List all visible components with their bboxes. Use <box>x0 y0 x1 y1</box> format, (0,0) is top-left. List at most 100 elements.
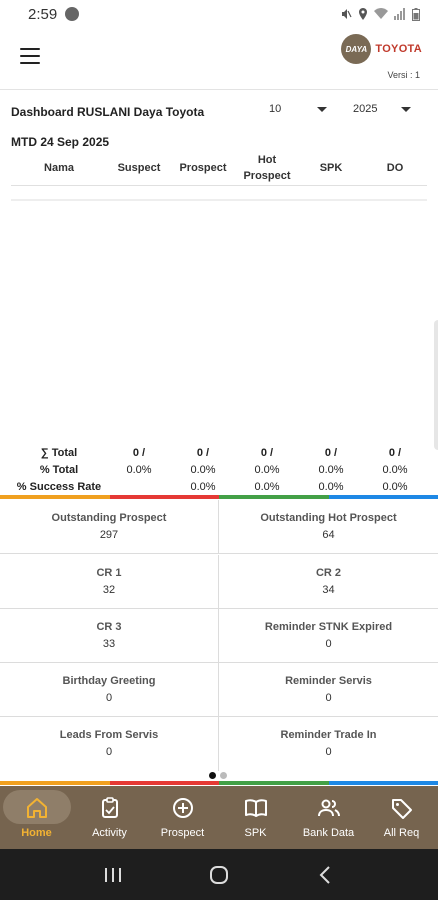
brand-logo: DAYA TOYOTA <box>341 34 422 64</box>
percent-total-hot-prospect: 0.0% <box>254 464 280 476</box>
battery-icon <box>412 7 420 21</box>
signal-icon <box>394 8 405 20</box>
percent-total-prospect: 0.0% <box>190 464 216 476</box>
success-rate-hot-prospect: 0.0% <box>254 481 280 493</box>
page-dot-active[interactable] <box>209 772 216 779</box>
tile-reminder-stnk-expired[interactable]: Reminder STNK Expired 0 <box>219 609 438 663</box>
tile-value: 0 <box>325 638 332 650</box>
tile-value: 0 <box>105 746 113 758</box>
tile-label: Outstanding Prospect <box>51 512 167 524</box>
percent-total-suspect: 0.0% <box>126 464 152 476</box>
tile-reminder-trade-in[interactable]: Reminder Trade In 0 <box>219 717 438 771</box>
tile-label: Leads From Servis <box>59 729 159 741</box>
nav-prospect[interactable]: Prospect <box>146 786 219 849</box>
column-header-hot-prospect: Hot Prospect <box>243 154 291 182</box>
tile-label: Reminder Trade In <box>280 729 377 741</box>
wifi-icon <box>374 8 388 19</box>
column-header-prospect: Prospect <box>179 162 227 174</box>
success-rate-do: 0.0% <box>382 481 408 493</box>
nav-bank-data[interactable]: Bank Data <box>292 786 365 849</box>
month-select-value: 10 <box>269 103 282 115</box>
status-bar: 2:59 <box>0 0 438 28</box>
color-divider-top <box>0 495 438 499</box>
brand-name: TOYOTA <box>375 43 422 55</box>
tile-value: 64 <box>322 529 335 541</box>
tile-label: Outstanding Hot Prospect <box>260 512 397 524</box>
total-prospect: 0 / <box>196 447 210 459</box>
tile-label: Birthday Greeting <box>62 675 156 687</box>
mtd-label: MTD 24 Sep 2025 <box>11 135 110 149</box>
success-rate-spk: 0.0% <box>318 481 344 493</box>
total-row-label: ∑ Total <box>40 447 78 459</box>
back-chevron-icon <box>319 865 330 884</box>
nav-label: SPK <box>244 827 267 839</box>
tile-label: Reminder STNK Expired <box>264 621 393 633</box>
nav-label: Bank Data <box>302 827 355 839</box>
tile-value: 32 <box>102 584 116 596</box>
people-icon <box>317 799 340 817</box>
tile-value: 33 <box>102 638 116 650</box>
tile-cr-1[interactable]: CR 1 32 <box>0 555 219 609</box>
nav-label: All Req <box>383 827 420 839</box>
mute-icon <box>342 9 352 19</box>
success-rate-prospect: 0.0% <box>190 481 216 493</box>
tile-label: Reminder Servis <box>285 675 372 687</box>
total-suspect: 0 / <box>132 447 146 459</box>
year-select[interactable]: 2025 <box>353 103 411 115</box>
tile-value: 0 <box>325 746 332 758</box>
tag-icon <box>391 799 412 819</box>
tile-cr-3[interactable]: CR 3 33 <box>0 609 219 663</box>
year-select-value: 2025 <box>353 103 378 115</box>
tile-label: CR 2 <box>315 567 342 579</box>
percent-total-row-label: % Total <box>39 464 79 476</box>
hamburger-menu-icon[interactable] <box>20 48 40 64</box>
notification-icon <box>65 7 80 21</box>
column-header-do: DO <box>386 162 404 174</box>
total-hot-prospect: 0 / <box>260 447 274 459</box>
tile-leads-from-servis[interactable]: Leads From Servis 0 <box>0 717 219 771</box>
chevron-down-icon <box>401 106 411 112</box>
version-label: Versi : 1 <box>387 70 420 80</box>
nav-home[interactable]: Home <box>0 786 73 849</box>
tile-birthday-greeting[interactable]: Birthday Greeting 0 <box>0 663 219 717</box>
add-circle-icon <box>172 798 193 818</box>
system-nav-bar <box>0 849 438 900</box>
bottom-nav: Home Activity Prospect SPK Bank Data All… <box>0 786 438 849</box>
column-header-suspect: Suspect <box>117 162 161 174</box>
page-dot[interactable] <box>220 772 227 779</box>
tile-value: 297 <box>99 529 119 541</box>
home-circle-icon <box>210 865 228 884</box>
success-rate-row-label: % Success Rate <box>16 481 102 493</box>
home-system-button[interactable] <box>199 855 239 895</box>
back-button[interactable] <box>305 855 345 895</box>
nav-label: Home <box>21 827 52 839</box>
nav-spk[interactable]: SPK <box>219 786 292 849</box>
book-icon <box>244 799 267 817</box>
nav-label: Activity <box>92 827 127 839</box>
home-icon <box>26 798 47 818</box>
table-header-divider <box>11 185 427 186</box>
color-divider-bottom <box>0 781 438 785</box>
tile-outstanding-prospect[interactable]: Outstanding Prospect 297 <box>0 500 219 554</box>
tile-cr-2[interactable]: CR 2 34 <box>219 555 438 609</box>
dashboard-title: Dashboard RUSLANI Daya Toyota <box>11 105 205 119</box>
percent-total-spk: 0.0% <box>318 464 344 476</box>
column-header-spk: SPK <box>319 162 343 174</box>
brand-circle: DAYA <box>341 34 372 64</box>
nav-all-req[interactable]: All Req <box>365 786 438 849</box>
location-icon <box>359 8 367 20</box>
total-do: 0 / <box>388 447 402 459</box>
recents-button[interactable] <box>93 855 133 895</box>
tile-value: 34 <box>322 584 335 596</box>
chevron-down-icon <box>317 106 327 112</box>
month-select[interactable]: 10 <box>269 103 327 115</box>
tile-reminder-servis[interactable]: Reminder Servis 0 <box>219 663 438 717</box>
clipboard-icon <box>101 797 118 818</box>
nav-activity[interactable]: Activity <box>73 786 146 849</box>
tile-outstanding-hot-prospect[interactable]: Outstanding Hot Prospect 64 <box>219 500 438 554</box>
column-header-nama: Nama <box>44 162 74 174</box>
percent-total-do: 0.0% <box>382 464 408 476</box>
edge-panel-handle[interactable] <box>434 320 438 450</box>
nav-active-indicator <box>2 790 71 824</box>
status-time: 2:59 <box>28 5 58 23</box>
